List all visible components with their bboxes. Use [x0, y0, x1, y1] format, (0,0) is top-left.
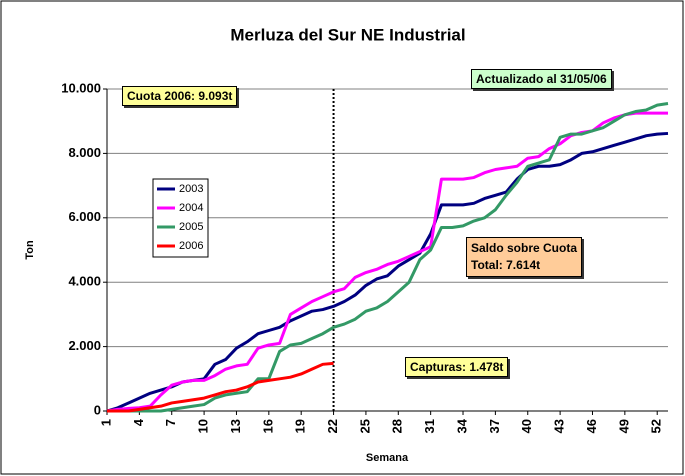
x-tick-label: 46: [584, 419, 599, 433]
catch-note: Capturas: 1.478t: [405, 357, 509, 377]
legend-box: [152, 178, 209, 258]
x-tick-label: 1: [98, 419, 113, 426]
quota-note: Cuota 2006: 9.093t: [122, 86, 238, 106]
x-tick-label: 4: [131, 418, 146, 426]
x-tick-label: 7: [163, 419, 178, 426]
x-tick-label: 31: [422, 419, 437, 433]
x-tick-label: 16: [260, 419, 275, 433]
x-tick-label: 52: [649, 419, 664, 433]
balance-line: Total: 7.614t: [471, 258, 541, 272]
x-tick-label: 25: [357, 419, 372, 433]
y-tick-label: 4.000: [68, 274, 101, 289]
y-tick-label: 2.000: [68, 338, 101, 353]
legend-label: 2005: [179, 221, 203, 233]
balance-line: Saldo sobre Cuota: [471, 241, 578, 255]
legend-label: 2003: [179, 183, 203, 195]
x-tick-label: 10: [196, 419, 211, 433]
series-line: [107, 102, 669, 413]
chart-title: Merluza del Sur NE Industrial: [230, 25, 465, 44]
balance-note: Saldo sobre Cuota Total: 7.614t: [466, 237, 583, 277]
x-tick-label: 49: [616, 419, 631, 433]
x-tick-label: 28: [390, 419, 405, 433]
x-tick-label: 22: [325, 419, 340, 433]
x-tick-label: 37: [487, 419, 502, 433]
x-tick-label: 43: [552, 419, 567, 433]
y-tick-label: 0: [94, 402, 101, 417]
legend-label: 2004: [179, 202, 203, 214]
x-tick-label: 19: [293, 419, 308, 433]
legend-label: 2006: [179, 240, 203, 252]
x-tick-label: 34: [454, 418, 469, 433]
x-tick-label: 13: [228, 419, 243, 433]
y-tick-label: 10.000: [61, 80, 101, 95]
y-tick-label: 6.000: [68, 209, 101, 224]
x-axis-label: Semana: [366, 452, 409, 464]
series-line: [107, 361, 334, 413]
y-axis-label: Ton: [24, 240, 36, 260]
y-tick-label: 8.000: [68, 145, 101, 160]
x-tick-label: 40: [519, 419, 534, 433]
updated-note: Actualizado al 31/05/06: [471, 69, 612, 89]
